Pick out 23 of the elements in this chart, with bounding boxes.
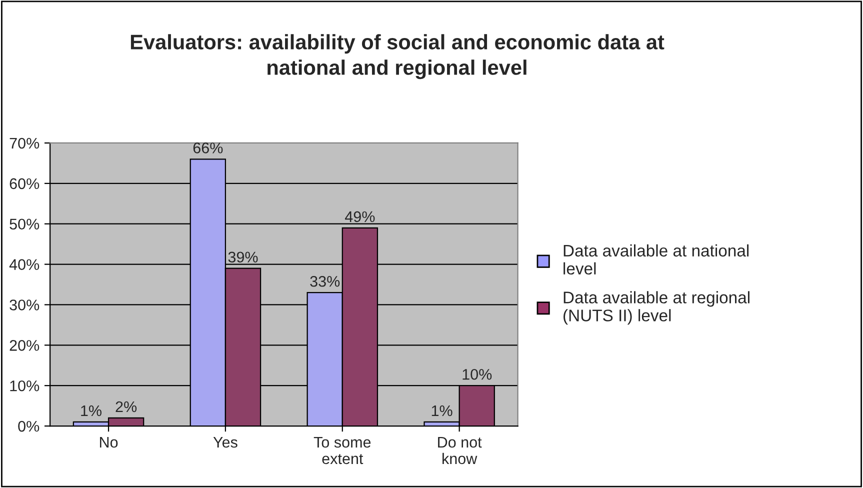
- data-label: 1%: [432, 405, 452, 416]
- y-tick-label: 20%: [10, 340, 40, 351]
- legend-label: Data available at national level: [564, 244, 749, 275]
- data-label: 33%: [310, 276, 340, 287]
- data-label: 1%: [81, 405, 102, 416]
- x-tick-label: To some extent: [314, 437, 371, 464]
- data-label: 39%: [228, 252, 258, 263]
- data-label: 10%: [462, 368, 492, 380]
- chart-title: Evaluators: availability of social and economic data at national and regional level: [130, 34, 664, 80]
- data-label: 2%: [116, 401, 137, 412]
- y-tick-label: 70%: [10, 138, 40, 149]
- x-tick-label: Yes: [213, 437, 238, 448]
- y-tick-label: 30%: [10, 300, 40, 310]
- y-tick-label: 60%: [10, 178, 40, 190]
- x-tick-label: Do not know: [438, 437, 482, 464]
- y-tick-label: 10%: [10, 380, 40, 392]
- y-tick-label: 50%: [10, 218, 40, 230]
- data-label: 66%: [193, 142, 223, 154]
- x-tick-label: No: [100, 437, 118, 448]
- y-tick-label: 0%: [18, 420, 40, 432]
- y-tick-label: 40%: [9, 259, 40, 270]
- legend-label: Data available at regional (NUTS II) level: [564, 291, 750, 325]
- data-label: 49%: [345, 211, 375, 222]
